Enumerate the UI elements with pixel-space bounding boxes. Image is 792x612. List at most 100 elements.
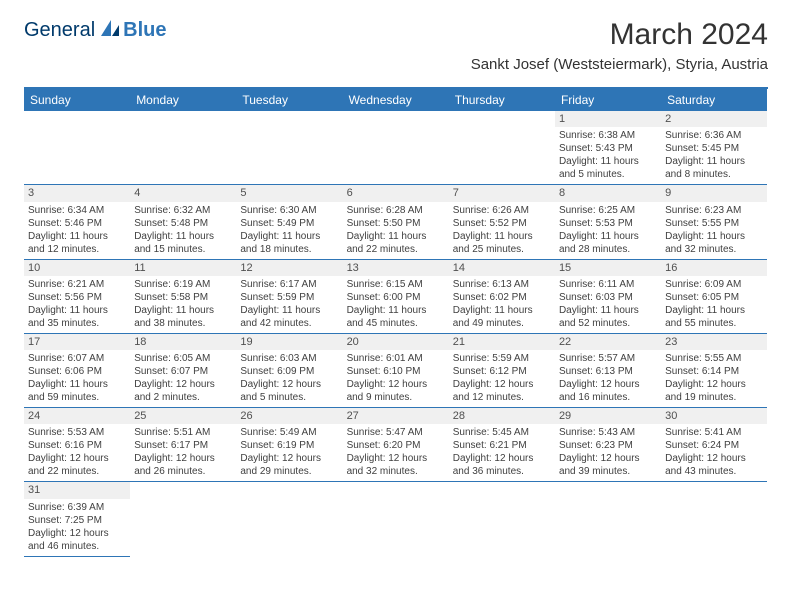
day-daylight1: Daylight: 11 hours [28, 304, 126, 317]
day-daylight2: and 18 minutes. [240, 243, 338, 256]
day-daylight1: Daylight: 12 hours [347, 452, 445, 465]
day-sunrise: Sunrise: 6:32 AM [134, 204, 232, 217]
day-daylight1: Daylight: 12 hours [240, 378, 338, 391]
title-block: March 2024 Sankt Josef (Weststeiermark),… [471, 18, 768, 73]
day-daylight2: and 8 minutes. [665, 168, 763, 181]
day-sunrise: Sunrise: 5:41 AM [665, 426, 763, 439]
day-daylight1: Daylight: 11 hours [240, 304, 338, 317]
day-number [130, 482, 236, 498]
day-body: Sunrise: 5:41 AMSunset: 6:24 PMDaylight:… [661, 426, 767, 478]
day-number: 29 [555, 408, 661, 424]
day-sunset: Sunset: 6:09 PM [240, 365, 338, 378]
day-daylight2: and 26 minutes. [134, 465, 232, 478]
day-number: 8 [555, 185, 661, 201]
day-sunset: Sunset: 5:43 PM [559, 142, 657, 155]
day-sunrise: Sunrise: 6:03 AM [240, 352, 338, 365]
month-title: March 2024 [471, 18, 768, 52]
day-sunrise: Sunrise: 6:28 AM [347, 204, 445, 217]
day-body: Sunrise: 6:01 AMSunset: 6:10 PMDaylight:… [343, 352, 449, 404]
day-number: 12 [236, 260, 342, 276]
day-sunset: Sunset: 5:52 PM [453, 217, 551, 230]
day-body: Sunrise: 6:39 AMSunset: 7:25 PMDaylight:… [24, 501, 130, 553]
day-daylight2: and 59 minutes. [28, 391, 126, 404]
day-sunset: Sunset: 6:06 PM [28, 365, 126, 378]
calendar-day-cell: 5Sunrise: 6:30 AMSunset: 5:49 PMDaylight… [236, 185, 342, 259]
day-body: Sunrise: 6:36 AMSunset: 5:45 PMDaylight:… [661, 129, 767, 181]
calendar-day-cell: 9 Sunrise: 6:23 AMSunset: 5:55 PMDaylight… [661, 185, 767, 259]
day-sunset: Sunset: 5:50 PM [347, 217, 445, 230]
day-sunrise: Sunrise: 6:05 AM [134, 352, 232, 365]
day-sunrise: Sunrise: 5:45 AM [453, 426, 551, 439]
day-daylight2: and 19 minutes. [665, 391, 763, 404]
day-daylight1: Daylight: 11 hours [453, 230, 551, 243]
day-daylight1: Daylight: 12 hours [134, 452, 232, 465]
logo-text-blue: Blue [123, 19, 166, 42]
day-sunrise: Sunrise: 6:38 AM [559, 129, 657, 142]
header: General Blue March 2024 Sankt Josef (Wes… [0, 0, 792, 77]
calendar-day-cell: 4Sunrise: 6:32 AMSunset: 5:48 PMDaylight… [130, 185, 236, 259]
day-daylight1: Daylight: 11 hours [240, 230, 338, 243]
day-sunset: Sunset: 5:55 PM [665, 217, 763, 230]
calendar-empty-cell [236, 111, 342, 185]
day-body: Sunrise: 5:51 AMSunset: 6:17 PMDaylight:… [130, 426, 236, 478]
calendar-day-cell: 16Sunrise: 6:09 AMSunset: 6:05 PMDayligh… [661, 260, 767, 334]
day-daylight1: Daylight: 12 hours [28, 452, 126, 465]
day-daylight2: and 45 minutes. [347, 317, 445, 330]
day-body: Sunrise: 6:23 AMSunset: 5:55 PMDaylight:… [661, 204, 767, 256]
calendar-empty-cell [130, 482, 236, 556]
calendar-day-cell: 7Sunrise: 6:26 AMSunset: 5:52 PMDaylight… [449, 185, 555, 259]
day-number: 9 [661, 185, 767, 201]
day-daylight2: and 28 minutes. [559, 243, 657, 256]
day-sunrise: Sunrise: 6:13 AM [453, 278, 551, 291]
calendar-day-cell: 3 Sunrise: 6:34 AMSunset: 5:46 PMDaylight… [24, 185, 130, 259]
day-body: Sunrise: 5:57 AMSunset: 6:13 PMDaylight:… [555, 352, 661, 404]
day-number: 3 [24, 185, 130, 201]
day-sunset: Sunset: 6:02 PM [453, 291, 551, 304]
day-sunrise: Sunrise: 6:15 AM [347, 278, 445, 291]
day-body: Sunrise: 5:53 AMSunset: 6:16 PMDaylight:… [24, 426, 130, 478]
day-sunset: Sunset: 5:49 PM [240, 217, 338, 230]
day-sunrise: Sunrise: 6:19 AM [134, 278, 232, 291]
day-number: 26 [236, 408, 342, 424]
day-sunrise: Sunrise: 5:47 AM [347, 426, 445, 439]
day-number [24, 111, 130, 127]
day-body: Sunrise: 6:11 AMSunset: 6:03 PMDaylight:… [555, 278, 661, 330]
calendar-empty-cell [236, 482, 342, 556]
weekday-header: Tuesday [236, 89, 342, 111]
calendar-day-cell: 22Sunrise: 5:57 AMSunset: 6:13 PMDayligh… [555, 334, 661, 408]
calendar-day-cell: 15Sunrise: 6:11 AMSunset: 6:03 PMDayligh… [555, 260, 661, 334]
day-sunrise: Sunrise: 6:07 AM [28, 352, 126, 365]
calendar-week-row: 3 Sunrise: 6:34 AMSunset: 5:46 PMDaylight… [24, 185, 768, 259]
day-body: Sunrise: 6:34 AMSunset: 5:46 PMDaylight:… [24, 204, 130, 256]
day-body: Sunrise: 6:13 AMSunset: 6:02 PMDaylight:… [449, 278, 555, 330]
day-sunset: Sunset: 7:25 PM [28, 514, 126, 527]
day-daylight1: Daylight: 12 hours [347, 378, 445, 391]
calendar-day-cell: 2Sunrise: 6:36 AMSunset: 5:45 PMDaylight… [661, 111, 767, 185]
day-sunset: Sunset: 5:58 PM [134, 291, 232, 304]
day-sunrise: Sunrise: 6:39 AM [28, 501, 126, 514]
calendar-day-cell: 6Sunrise: 6:28 AMSunset: 5:50 PMDaylight… [343, 185, 449, 259]
day-daylight2: and 36 minutes. [453, 465, 551, 478]
day-sunset: Sunset: 6:21 PM [453, 439, 551, 452]
logo: General Blue [24, 18, 167, 43]
calendar-day-cell: 29Sunrise: 5:43 AMSunset: 6:23 PMDayligh… [555, 408, 661, 482]
calendar-day-cell: 10Sunrise: 6:21 AMSunset: 5:56 PMDayligh… [24, 260, 130, 334]
calendar-empty-cell [24, 111, 130, 185]
day-number: 21 [449, 334, 555, 350]
day-daylight1: Daylight: 12 hours [240, 452, 338, 465]
day-sunset: Sunset: 6:13 PM [559, 365, 657, 378]
day-sunset: Sunset: 6:14 PM [665, 365, 763, 378]
day-sunrise: Sunrise: 5:43 AM [559, 426, 657, 439]
day-body: Sunrise: 6:05 AMSunset: 6:07 PMDaylight:… [130, 352, 236, 404]
day-daylight1: Daylight: 11 hours [665, 304, 763, 317]
day-daylight2: and 42 minutes. [240, 317, 338, 330]
day-sunset: Sunset: 6:03 PM [559, 291, 657, 304]
day-number: 17 [24, 334, 130, 350]
calendar-day-cell: 14 Sunrise: 6:13 AMSunset: 6:02 PMDayligh… [449, 260, 555, 334]
day-sunset: Sunset: 5:53 PM [559, 217, 657, 230]
day-number: 14 [449, 260, 555, 276]
day-daylight1: Daylight: 11 hours [559, 304, 657, 317]
day-body: Sunrise: 6:30 AMSunset: 5:49 PMDaylight:… [236, 204, 342, 256]
day-daylight1: Daylight: 12 hours [665, 452, 763, 465]
day-daylight2: and 55 minutes. [665, 317, 763, 330]
